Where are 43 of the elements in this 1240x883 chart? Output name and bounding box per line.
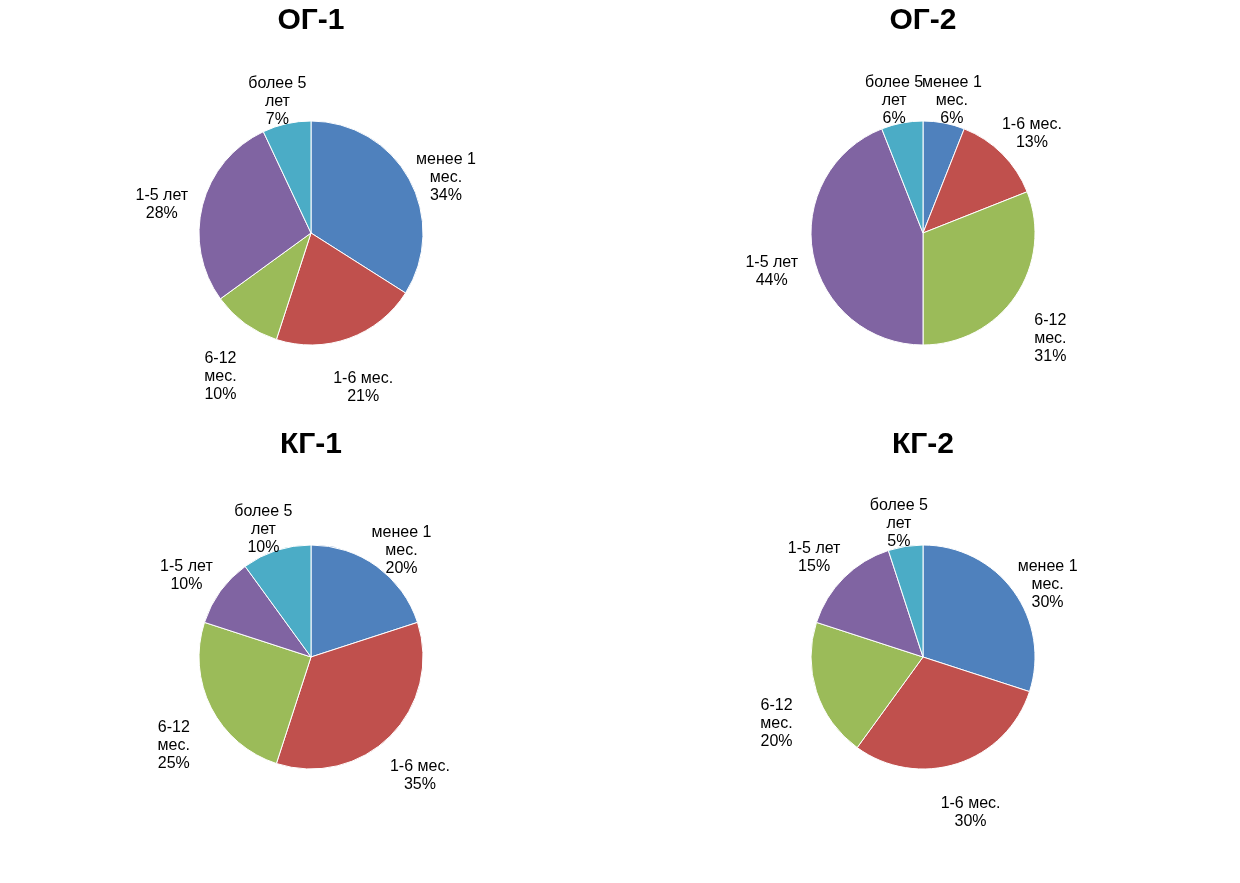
data-label: 15%	[798, 557, 831, 575]
data-label: 30%	[954, 812, 987, 830]
slice-label: 1-6 мес.	[940, 794, 1001, 812]
data-label: 6%	[940, 108, 964, 126]
slice-label: 1-5 лет	[787, 539, 842, 557]
data-label: 5%	[887, 531, 911, 549]
slice-label: 1-5 лет	[135, 185, 189, 203]
chart-title: ОГ-2	[889, 2, 957, 35]
data-label: 13%	[1015, 133, 1048, 151]
data-label: 10%	[170, 575, 203, 593]
slice-label: более 5 лет	[248, 73, 307, 109]
data-label: 7%	[265, 109, 289, 127]
slice-label: 1-6 мес.	[333, 368, 394, 386]
chart-title: КГ-1	[280, 426, 342, 459]
slice-label: более 5 лет	[869, 495, 929, 531]
slice-label: 6-12 мес.	[760, 695, 793, 731]
slice-label: 6-12 мес.	[204, 348, 237, 384]
slice-label: 1-6 мес.	[389, 756, 450, 774]
slice-label: 1-5 лет	[745, 252, 799, 270]
data-label: 25%	[157, 753, 190, 771]
data-label: 20%	[760, 731, 793, 749]
data-label: 21%	[347, 386, 380, 404]
slice-label: 1-5 лет	[160, 557, 214, 575]
chart-title: ОГ-1	[277, 2, 345, 35]
slice-label: более 5 лет	[234, 501, 293, 537]
data-label: 30%	[1031, 593, 1064, 611]
data-label: 10%	[247, 537, 280, 555]
slice-label: 6-12 мес.	[157, 717, 190, 753]
data-label: 6%	[882, 108, 906, 126]
slice-label: 1-6 мес.	[1001, 115, 1062, 133]
slice-label: менее 1 мес.	[416, 149, 476, 185]
slice-label: более 5 лет	[865, 72, 924, 108]
slice-label: менее 1 мес.	[371, 523, 432, 559]
data-label: 34%	[429, 185, 462, 203]
data-label: 31%	[1034, 346, 1067, 364]
data-label: 44%	[755, 270, 788, 288]
data-label: 35%	[403, 774, 436, 792]
data-label: 10%	[204, 384, 237, 402]
data-label: 20%	[385, 559, 418, 577]
chart-title: КГ-2	[892, 426, 954, 459]
data-label: 28%	[145, 203, 178, 221]
slice-label: менее 1 мес.	[1017, 557, 1078, 593]
slice-label: 6-12 мес.	[1034, 310, 1067, 346]
